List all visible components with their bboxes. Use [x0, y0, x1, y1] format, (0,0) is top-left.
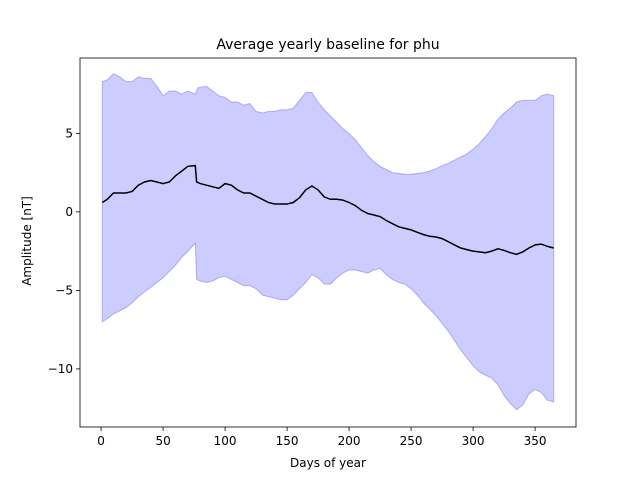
- x-tick-label: 150: [276, 434, 299, 448]
- x-tick-label: 350: [524, 434, 547, 448]
- y-tick-label: −10: [48, 362, 73, 376]
- chart-title: Average yearly baseline for phu: [216, 37, 439, 53]
- plot-frame: [79, 57, 577, 428]
- y-axis-label: Amplitude [nT]: [20, 196, 34, 286]
- x-tick-label: 100: [214, 434, 237, 448]
- confidence-band: [101, 73, 555, 411]
- mean-baseline-line: [101, 164, 554, 256]
- x-tick-label: 300: [462, 434, 485, 448]
- x-tick-label: 200: [338, 434, 361, 448]
- x-tick-label: 50: [155, 434, 170, 448]
- y-tick-label: 5: [65, 126, 73, 140]
- x-tick-label: 250: [400, 434, 423, 448]
- y-tick-label: 0: [65, 205, 73, 219]
- x-tick-label: 0: [97, 434, 105, 448]
- x-axis: 0 50 100 150 200 250 300 350: [97, 427, 547, 448]
- x-axis-label: Days of year: [290, 456, 366, 470]
- y-axis: −10 −5 0 5: [48, 126, 80, 376]
- y-tick-label: −5: [55, 283, 73, 297]
